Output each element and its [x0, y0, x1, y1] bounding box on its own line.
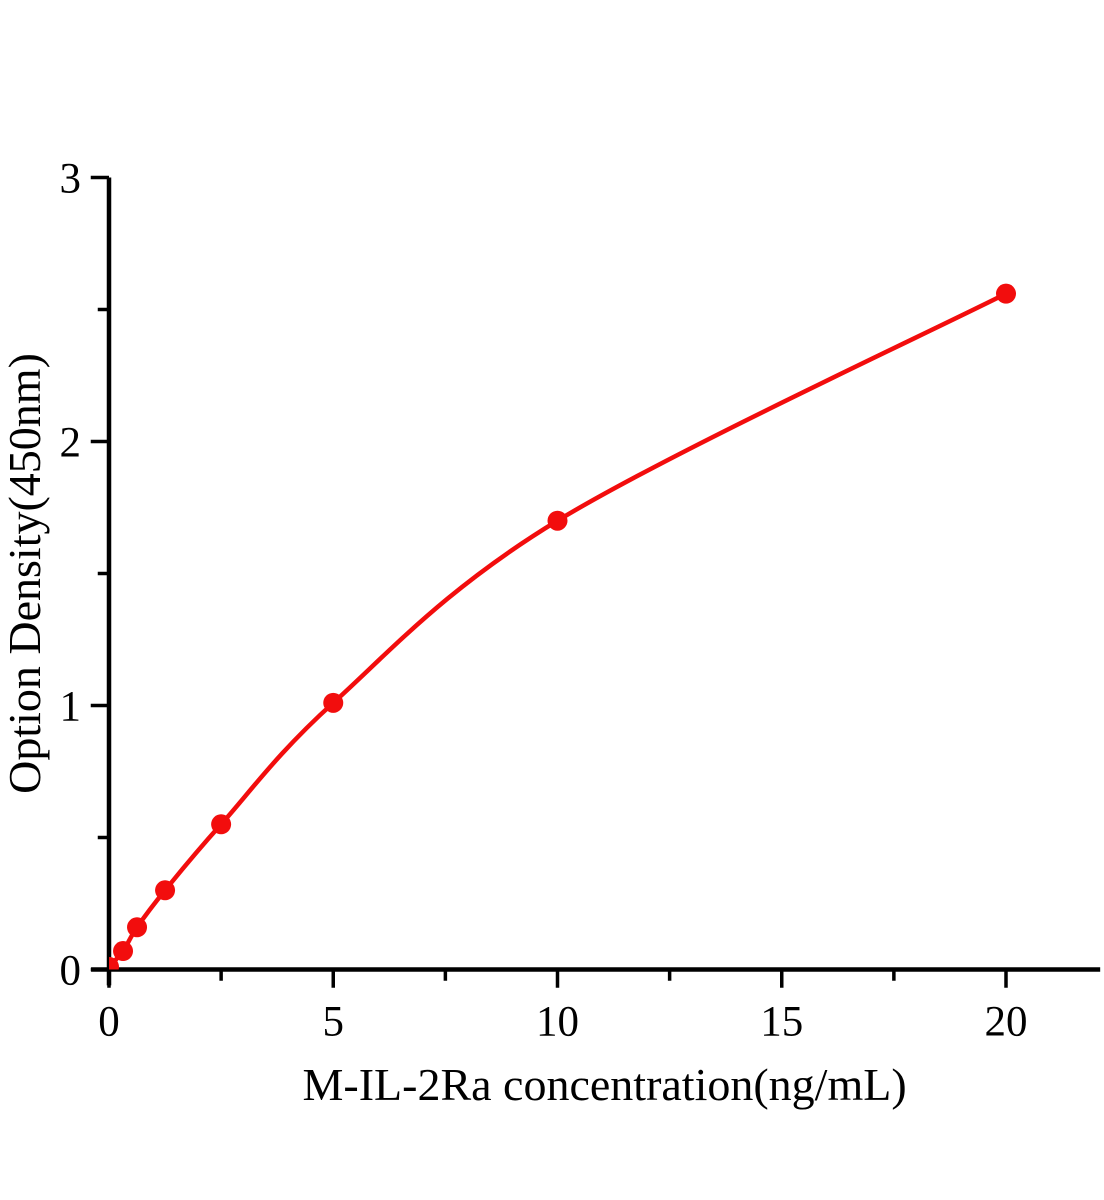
y-tick-label: 2: [60, 420, 82, 467]
y-axis-title: Option Density(450nm): [0, 353, 50, 794]
data-point-marker: [113, 941, 134, 962]
data-points: [109, 283, 1016, 970]
tick-marks: [90, 175, 1008, 988]
y-tick-label: 0: [60, 948, 82, 995]
axes: [91, 177, 1101, 986]
tick-labels: 0 5 10 15 20 0 1 2 3: [60, 156, 1028, 1046]
data-point-marker: [155, 880, 176, 901]
curve-path: [109, 291, 1008, 969]
data-point-marker: [996, 283, 1016, 304]
x-tick-label: 0: [98, 999, 120, 1046]
x-tick-label: 10: [536, 999, 579, 1046]
data-point-marker: [323, 692, 344, 713]
data-point-marker: [211, 814, 232, 835]
data-point-marker: [109, 956, 119, 970]
y-tick-label: 1: [60, 684, 82, 731]
data-curve: [109, 291, 1008, 969]
data-point-marker: [127, 917, 148, 938]
data-point-marker: [547, 510, 568, 531]
x-tick-label: 15: [760, 999, 803, 1046]
x-axis-title: M-IL-2Ra concentration(ng/mL): [302, 1059, 906, 1110]
x-tick-label: 20: [985, 999, 1028, 1046]
x-tick-label: 5: [323, 999, 345, 1046]
y-tick-label: 3: [60, 156, 82, 203]
